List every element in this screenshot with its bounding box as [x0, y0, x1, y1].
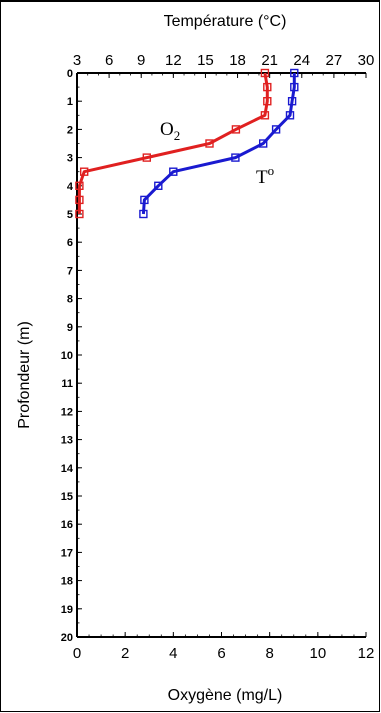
bottom-tick-label: 4 — [169, 645, 177, 662]
y-tick-label: 0 — [67, 68, 73, 80]
temperature-data-point — [285, 111, 295, 120]
o2-annotation: O2 — [160, 119, 180, 143]
axes-group: 3 6 9 12 15 18 21 24 27 300 2 4 6 8 10 1201234567891011… — [61, 52, 375, 662]
top-tick-label: 21 — [261, 52, 278, 69]
bottom-tick-label: 2 — [121, 645, 129, 662]
o2-data-point — [75, 209, 84, 219]
top-tick-label: 6 — [105, 52, 113, 69]
y-tick-label: 3 — [67, 153, 73, 165]
y-axis-title: Profondeur (m) — [16, 321, 33, 429]
o2-data-point — [260, 68, 270, 78]
temperature-data-point — [154, 181, 163, 191]
temperature-data-point — [259, 139, 268, 148]
bottom-tick-label: 6 — [217, 645, 225, 662]
temperature-data-point — [290, 68, 299, 78]
y-tick-label: 8 — [67, 294, 73, 306]
top-tick-label: 15 — [197, 52, 214, 69]
y-tick-label: 12 — [61, 406, 73, 418]
temperature-annotation-sup: o — [268, 163, 275, 178]
o2-data-point — [263, 96, 272, 106]
o2-data-point — [75, 181, 84, 191]
y-tick-label: 7 — [67, 265, 73, 277]
temperature-data-point — [287, 96, 297, 106]
o2-data-point — [75, 195, 84, 205]
o2-annotation-main: O — [160, 119, 174, 140]
y-tick-label: 15 — [61, 491, 73, 503]
y-tick-label: 9 — [67, 322, 73, 334]
top-axis-title: Température (°C) — [164, 13, 287, 30]
top-tick-label: 3 — [73, 52, 81, 69]
temperature-series-line — [141, 73, 296, 215]
bottom-tick-label: 0 — [73, 645, 81, 662]
y-tick-label: 6 — [67, 237, 73, 249]
bottom-tick-label: 10 — [309, 645, 326, 662]
o2-data-point — [205, 139, 214, 148]
y-tick-label: 10 — [61, 350, 73, 362]
y-tick-label: 18 — [61, 576, 73, 588]
y-tick-label: 1 — [67, 96, 73, 108]
temperature-data-point — [231, 153, 240, 162]
top-tick-label: 18 — [229, 52, 246, 69]
temperature-data-point — [290, 82, 299, 92]
o2-data-point — [142, 153, 152, 162]
temperature-data-point — [140, 195, 149, 205]
temperature-annotation: To — [256, 163, 274, 188]
o2-annotation-sub: 2 — [174, 128, 181, 143]
y-tick-label: 16 — [61, 519, 73, 531]
y-tick-label: 11 — [61, 378, 73, 390]
y-tick-label: 13 — [61, 435, 73, 447]
temperature-data-point — [169, 167, 178, 176]
top-tick-label: 12 — [165, 52, 182, 69]
series-group — [75, 68, 299, 219]
temperature-data-point — [271, 125, 281, 134]
o2-data-point — [260, 111, 270, 120]
top-tick-label: 9 — [137, 52, 145, 69]
top-tick-label: 24 — [293, 52, 310, 69]
temperature-annotation-main: T — [256, 167, 268, 188]
y-tick-label: 2 — [67, 124, 73, 136]
y-tick-label: 19 — [61, 604, 73, 616]
y-tick-label: 4 — [67, 181, 74, 193]
o2-data-point — [263, 82, 272, 92]
temperature-data-point — [139, 209, 148, 219]
top-tick-label: 27 — [326, 52, 343, 69]
bottom-axis-title: Oxygène (mg/L) — [168, 687, 283, 704]
o2-series-line — [77, 72, 269, 214]
o2-data-point — [79, 167, 89, 176]
y-tick-label: 17 — [61, 547, 73, 559]
top-tick-label: 30 — [358, 52, 375, 69]
bottom-tick-label: 8 — [265, 645, 273, 662]
o2-data-point — [231, 125, 241, 134]
y-tick-label: 5 — [67, 209, 73, 221]
y-tick-label: 20 — [61, 632, 73, 644]
labels-group: Température (°C) Oxygène (mg/L) Profonde… — [16, 13, 286, 704]
y-tick-label: 14 — [61, 463, 74, 475]
bottom-tick-label: 12 — [358, 645, 375, 662]
